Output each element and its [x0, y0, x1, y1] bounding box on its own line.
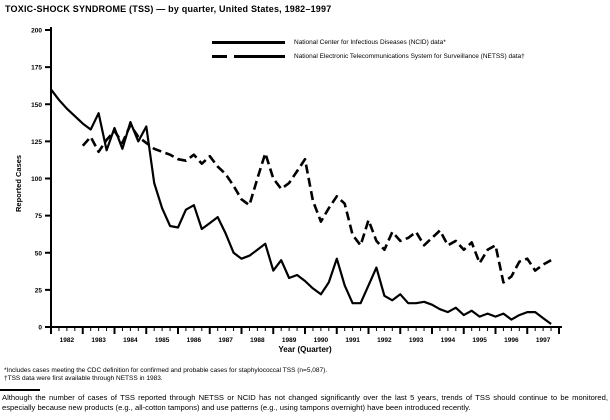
- y-tick-label: 0: [38, 325, 42, 332]
- separator-rule: [0, 389, 40, 391]
- x-tick-label: 1995: [472, 337, 487, 344]
- footnote-ncid: *Includes cases meeting the CDC definiti…: [4, 367, 328, 374]
- x-tick-label: 1988: [250, 337, 265, 344]
- x-tick-label: 1993: [409, 337, 424, 344]
- y-tick-label: 75: [35, 213, 43, 220]
- x-tick-label: 1990: [314, 337, 329, 344]
- ncid-data-line: [50, 88, 552, 325]
- netss-data-line: [81, 123, 552, 284]
- y-tick-label: 175: [31, 65, 42, 72]
- chart-legend: National Center for Infectious Diseases …: [212, 35, 525, 63]
- y-tick-label: 150: [31, 102, 42, 109]
- x-tick-label: 1982: [60, 337, 75, 344]
- legend-item-ncid: National Center for Infectious Diseases …: [212, 35, 525, 49]
- y-tick-label: 50: [35, 250, 43, 257]
- chart-title: TOXIC-SHOCK SYNDROME (TSS) — by quarter,…: [5, 4, 332, 14]
- x-axis-label: Year (Quarter): [278, 345, 332, 354]
- x-tick-label: 1996: [504, 337, 519, 344]
- ncid-solid-line-swatch: [212, 40, 285, 44]
- x-tick-label: 1984: [123, 337, 138, 344]
- y-tick-label: 25: [35, 287, 43, 294]
- footnote-netss: †TSS data were first available through N…: [4, 375, 163, 382]
- x-tick-label: 1983: [91, 337, 106, 344]
- netss-dashed-line-swatch: [212, 54, 285, 58]
- figure-footnotes: *Includes cases meeting the CDC definiti…: [4, 367, 327, 383]
- x-tick-label: 1997: [536, 337, 551, 344]
- x-tick-label: 1992: [377, 337, 392, 344]
- x-tick-label: 1994: [441, 337, 456, 344]
- legend-label-netss: National Electronic Telecommunications S…: [294, 52, 525, 60]
- x-tick-label: 1987: [218, 337, 233, 344]
- x-tick-label: 1986: [187, 337, 202, 344]
- y-tick-label: 125: [31, 139, 42, 146]
- tss-line-chart: 0 25 50 75 100 125 150 175 200 1982 1983 1984 1985 19…: [31, 27, 562, 344]
- editorial-note: Although the number of cases of TSS repo…: [2, 393, 608, 412]
- y-tick-label: 100: [31, 176, 42, 183]
- y-axis-label: Reported Cases: [14, 154, 23, 212]
- y-tick-label: 200: [31, 28, 42, 35]
- legend-item-netss: National Electronic Telecommunications S…: [212, 49, 525, 63]
- x-tick-label: 1989: [282, 337, 297, 344]
- x-tick-label: 1985: [155, 337, 170, 344]
- legend-label-ncid: National Center for Infectious Diseases …: [294, 38, 446, 46]
- x-tick-label: 1991: [345, 337, 360, 344]
